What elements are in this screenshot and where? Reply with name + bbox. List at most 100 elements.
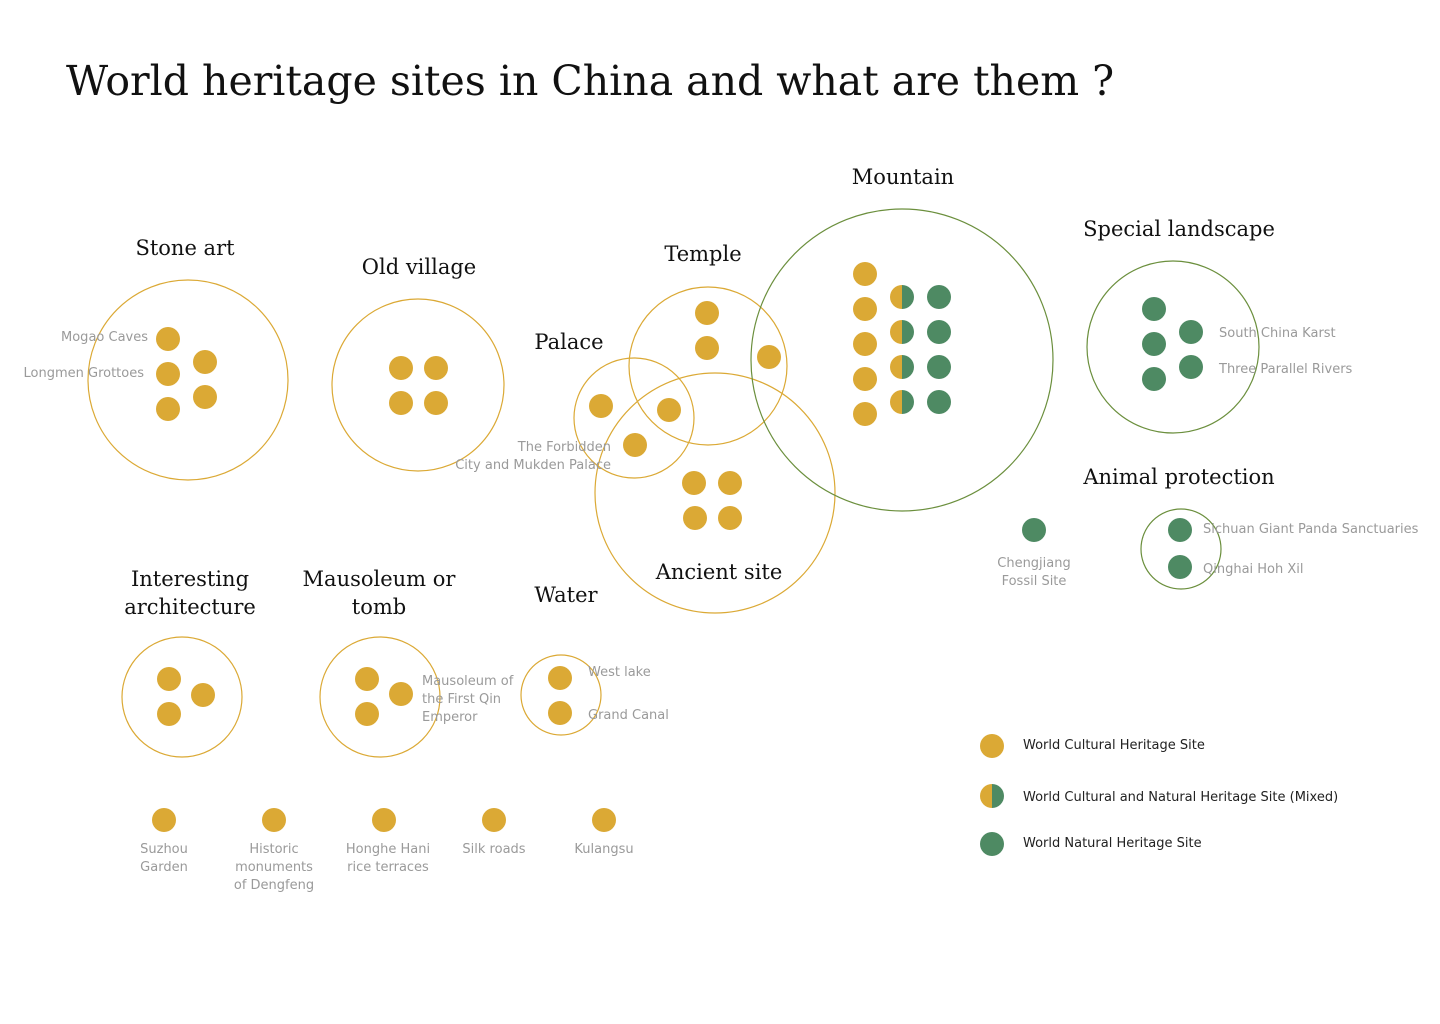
cultural-site-dot [589, 394, 613, 418]
cultural-site-dot [718, 471, 742, 495]
site-dots [152, 262, 1203, 832]
cultural-site-dot [548, 701, 572, 725]
interesting-architecture-label-line1: Interesting [131, 567, 249, 591]
site-labels: Mogao Caves Longmen Grottoes The Forbidd… [24, 326, 1419, 893]
site-label-silk-roads: Silk roads [462, 842, 525, 857]
site-label-suzhou-line1: Suzhou [140, 842, 188, 857]
cultural-site-dot [372, 808, 396, 832]
cultural-site-dot [156, 327, 180, 351]
cultural-site-dot [389, 391, 413, 415]
cultural-site-dot [262, 808, 286, 832]
water-label: Water [534, 583, 598, 607]
site-label-chengjiang-line2: Fossil Site [1002, 574, 1067, 589]
legend-cultural-swatch [980, 734, 1004, 758]
animal-protection-ring [1140, 508, 1222, 590]
site-label-west-lake: West lake [588, 665, 651, 680]
site-label-dengfeng-line1: Historic [249, 842, 298, 857]
cultural-site-dot [853, 262, 877, 286]
site-label-mogao: Mogao Caves [61, 330, 148, 345]
cultural-site-dot [355, 667, 379, 691]
natural-site-dot [927, 285, 951, 309]
legend: World Cultural Heritage Site World Cultu… [980, 734, 1338, 856]
natural-site-dot [1142, 367, 1166, 391]
mountain-label: Mountain [852, 165, 954, 189]
site-label-qin-line2: the First Qin [422, 692, 501, 707]
cultural-site-dot [853, 297, 877, 321]
site-label-suzhou-line2: Garden [140, 860, 188, 875]
cultural-site-dot [389, 682, 413, 706]
special-landscape-ring [1086, 260, 1260, 434]
water-ring [520, 654, 602, 736]
stone-art-label: Stone art [135, 236, 235, 260]
mixed-site-dot [890, 320, 914, 344]
cultural-site-dot [548, 666, 572, 690]
legend-mixed-swatch [980, 784, 1004, 808]
natural-site-dot [1179, 320, 1203, 344]
legend-natural-label: World Natural Heritage Site [1023, 836, 1202, 851]
natural-site-dot [1168, 555, 1192, 579]
site-label-dengfeng-line2: monuments [235, 860, 313, 875]
site-label-three-parallel-rivers: Three Parallel Rivers [1218, 362, 1353, 377]
natural-site-dot [1142, 332, 1166, 356]
old-village-label: Old village [362, 255, 476, 279]
cultural-site-dot [682, 471, 706, 495]
cultural-site-dot [156, 397, 180, 421]
cultural-site-dot [718, 506, 742, 530]
cultural-site-dot [683, 506, 707, 530]
natural-site-dot [927, 320, 951, 344]
legend-natural-swatch [980, 832, 1004, 856]
natural-site-dot [1168, 518, 1192, 542]
natural-site-dot [1179, 355, 1203, 379]
cultural-site-dot [623, 433, 647, 457]
natural-site-dot [927, 355, 951, 379]
site-label-grand-canal: Grand Canal [588, 708, 669, 723]
cultural-site-dot [152, 808, 176, 832]
cultural-site-dot [424, 356, 448, 380]
natural-site-dot [1022, 518, 1046, 542]
site-label-longmen: Longmen Grottoes [24, 366, 145, 381]
natural-site-dot [927, 390, 951, 414]
cultural-site-dot [157, 702, 181, 726]
page-title: World heritage sites in China and what a… [66, 57, 1114, 105]
old-village-ring [331, 298, 505, 472]
cultural-site-dot [157, 667, 181, 691]
mausoleum-label-line2: tomb [352, 595, 406, 619]
ancient-site-ring [594, 372, 836, 614]
mixed-site-dot [890, 355, 914, 379]
cultural-site-dot [757, 345, 781, 369]
ancient-site-label: Ancient site [655, 560, 783, 584]
cultural-site-dot [424, 391, 448, 415]
palace-label: Palace [534, 330, 603, 354]
palace-ring [573, 357, 695, 479]
site-label-qin-line3: Emperor [422, 710, 478, 725]
site-label-qin-line1: Mausoleum of [422, 674, 514, 689]
cultural-site-dot [853, 402, 877, 426]
cultural-site-dot [695, 336, 719, 360]
animal-protection-label: Animal protection [1082, 465, 1274, 489]
interesting-architecture-ring [121, 636, 243, 758]
stone-art-ring [87, 279, 289, 481]
group-rings [87, 208, 1260, 758]
site-label-honghe-line2: rice terraces [347, 860, 429, 875]
site-label-chengjiang-line1: Chengjiang [997, 556, 1071, 571]
mausoleum-ring [319, 636, 441, 758]
group-labels: Stone art Old village Temple Palace Moun… [124, 165, 1275, 619]
temple-label: Temple [664, 242, 741, 266]
site-label-dengfeng-line3: of Dengfeng [234, 878, 314, 893]
site-label-forbidden-line2: City and Mukden Palace [455, 458, 611, 473]
cultural-site-dot [853, 332, 877, 356]
legend-cultural-label: World Cultural Heritage Site [1023, 738, 1205, 753]
site-label-kulangsu: Kulangsu [574, 842, 633, 857]
site-label-sichuan-panda: Sichuan Giant Panda Sanctuaries [1203, 522, 1419, 537]
cultural-site-dot [592, 808, 616, 832]
cultural-site-dot [853, 367, 877, 391]
cultural-site-dot [193, 385, 217, 409]
cultural-site-dot [482, 808, 506, 832]
cultural-site-dot [657, 398, 681, 422]
mixed-site-dot [890, 285, 914, 309]
mausoleum-label-line1: Mausoleum or [303, 567, 457, 591]
interesting-architecture-label-line2: architecture [124, 595, 256, 619]
cultural-site-dot [156, 362, 180, 386]
